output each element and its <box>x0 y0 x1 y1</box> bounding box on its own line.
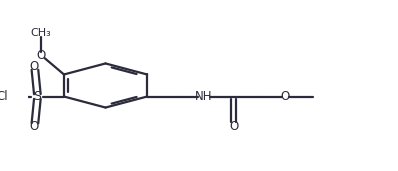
Text: O: O <box>229 120 238 133</box>
Text: S: S <box>33 90 41 103</box>
Text: NH: NH <box>195 90 212 103</box>
Text: O: O <box>281 90 290 103</box>
Text: O: O <box>30 120 39 133</box>
Text: O: O <box>30 60 39 73</box>
Text: CH₃: CH₃ <box>31 28 51 38</box>
Text: O: O <box>37 49 46 62</box>
Text: Cl: Cl <box>0 90 8 103</box>
